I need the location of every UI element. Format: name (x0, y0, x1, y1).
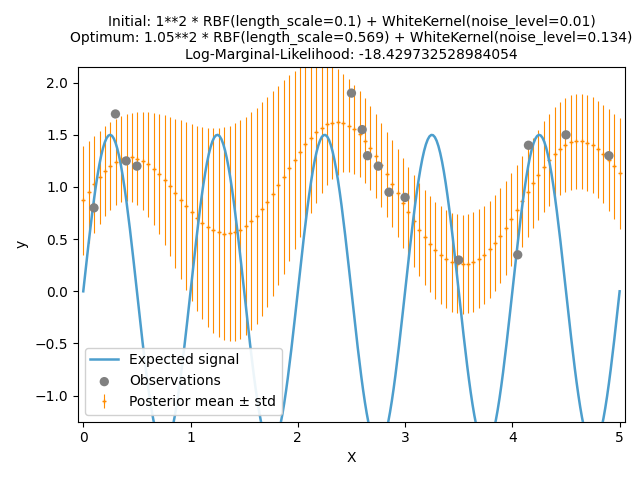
Observations (524, 142, 534, 149)
Observations (373, 162, 383, 170)
Expected signal (568, 336, 575, 341)
Legend: Expected signal, Observations, Posterior mean ± std: Expected signal, Observations, Posterior… (85, 348, 282, 415)
Observations (513, 251, 523, 259)
Expected signal (410, 216, 417, 221)
Expected signal (81, 272, 89, 278)
Expected signal (533, 133, 541, 139)
Line: Expected signal: Expected signal (83, 135, 620, 448)
Expected signal (399, 312, 406, 317)
Observations (132, 162, 142, 170)
Expected signal (589, 445, 596, 451)
Expected signal (106, 132, 114, 138)
Y-axis label: y: y (15, 240, 29, 249)
Observations (384, 188, 394, 196)
Observations (89, 204, 99, 212)
Expected signal (79, 288, 87, 294)
Observations (400, 193, 410, 201)
Title: Initial: 1**2 * RBF(length_scale=0.1) + WhiteKernel(noise_level=0.01)
Optimum: 1: Initial: 1**2 * RBF(length_scale=0.1) + … (70, 15, 632, 62)
Observations (110, 110, 120, 118)
Expected signal (401, 295, 408, 301)
X-axis label: X: X (347, 451, 356, 465)
Observations (121, 157, 131, 165)
Observations (346, 89, 356, 97)
Observations (357, 126, 367, 133)
Expected signal (616, 288, 623, 294)
Observations (362, 152, 372, 159)
Observations (454, 256, 464, 264)
Observations (604, 152, 614, 159)
Observations (561, 131, 571, 139)
